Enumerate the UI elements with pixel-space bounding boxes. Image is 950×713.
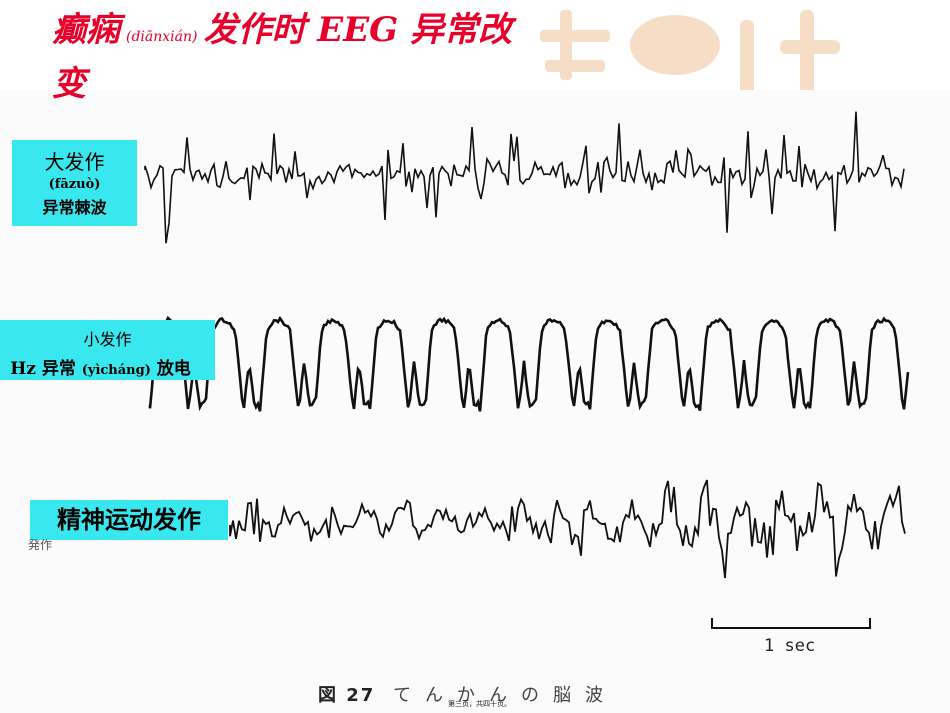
petit-mal-desc-a: Hz 异常 (10, 359, 76, 379)
title-rest: 发作时 EEG 异常改 (203, 10, 513, 50)
petit-mal-desc: Hz 异常 (yìcháng) 放电 (0, 354, 215, 379)
title-wrap: 变 (52, 64, 86, 104)
grand-mal-pinyin: (fāzuò) (48, 177, 101, 192)
petit-mal-pinyin: (yìcháng) (81, 363, 151, 378)
partial-label-text: 発作 (28, 538, 53, 552)
label-petit-mal: 小发作 Hz 异常 (yìcháng) 放电 (0, 320, 215, 380)
slide-title: 癫痫 (diānxián) 发作时 EEG 异常改 (52, 10, 572, 57)
grand-mal-title: 大发作 (44, 150, 105, 174)
scale-label: 1 sec (764, 636, 816, 656)
title-main: 癫痫 (52, 10, 120, 50)
title-pinyin: (diānxián) (126, 29, 198, 45)
watermark-logo (540, 10, 840, 100)
time-scale-bar (711, 618, 871, 629)
petit-mal-desc-b: 放电 (156, 359, 191, 379)
eeg-trace-psychomotor (229, 479, 906, 579)
eeg-trace-grand-mal (144, 111, 905, 244)
petit-mal-title: 小发作 (83, 330, 132, 349)
label-grand-mal: 大发作 (fāzuò) 异常棘波 (12, 140, 137, 226)
eeg-trace-petit-mal (148, 315, 910, 412)
caption-text: てんかんの脳波 (393, 685, 618, 706)
figure-caption: 図 27 てんかんの脳波 (318, 681, 617, 707)
caption-figure-number: 図 27 (318, 685, 376, 706)
grand-mal-desc: 异常棘波 (42, 198, 107, 217)
label-psychomotor: 精神运动发作 (30, 500, 228, 540)
page-number: 第三页，共四十页。 (448, 700, 511, 708)
